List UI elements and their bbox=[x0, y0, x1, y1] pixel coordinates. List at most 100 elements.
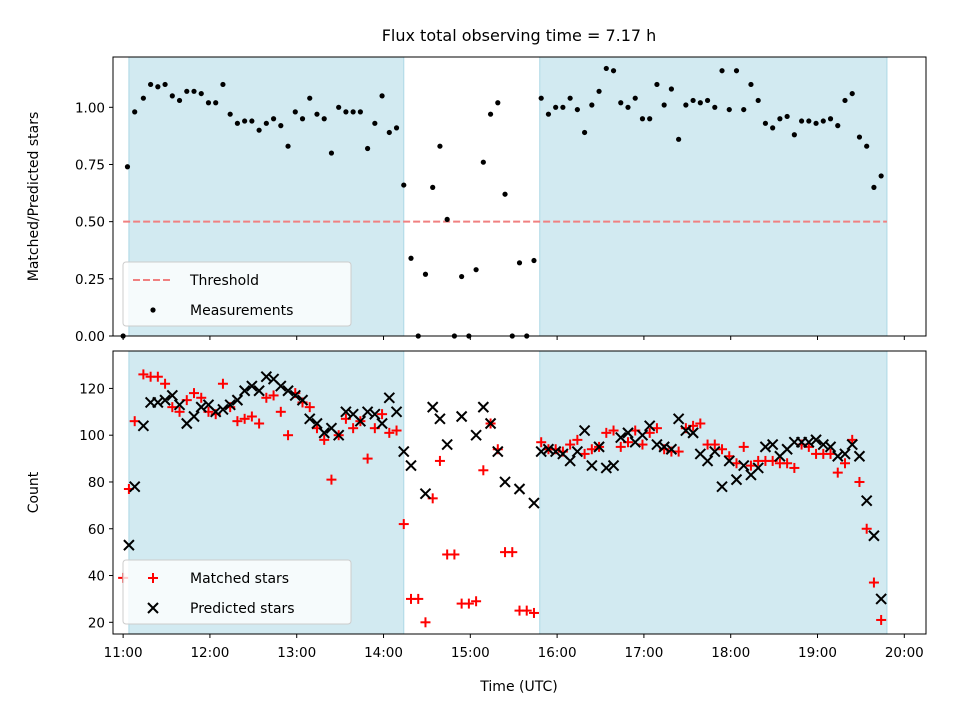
predicted-star-point bbox=[492, 445, 504, 458]
measurement-point bbox=[589, 102, 595, 108]
measurement-point bbox=[328, 150, 335, 156]
matched-star-point bbox=[717, 444, 728, 455]
predicted-star-point bbox=[304, 413, 316, 425]
x-tick-label: 16:00 bbox=[538, 645, 577, 661]
measurement-point bbox=[278, 123, 284, 129]
predicted-star-point bbox=[730, 473, 743, 486]
plot-frame bbox=[112, 350, 927, 635]
measurement-point bbox=[704, 97, 711, 104]
predicted-star-point bbox=[455, 410, 468, 423]
measurement-point bbox=[401, 182, 407, 188]
matched-star-point bbox=[745, 460, 756, 471]
matched-star-point bbox=[463, 598, 474, 609]
measurement-point bbox=[473, 267, 479, 273]
predicted-star-point bbox=[868, 530, 880, 542]
predicted-star-point bbox=[860, 494, 873, 507]
predicted-star-point bbox=[528, 497, 540, 509]
predicted-star-point bbox=[549, 445, 562, 458]
predicted-star-point bbox=[578, 424, 591, 437]
predicted-star-point bbox=[289, 389, 301, 402]
x-tick-label: 14:00 bbox=[364, 645, 403, 661]
matched-star-point bbox=[148, 573, 158, 583]
measurement-point bbox=[654, 81, 660, 88]
measurement-point bbox=[422, 271, 429, 277]
predicted-star-point bbox=[419, 487, 432, 500]
predicted-star-point bbox=[643, 420, 656, 432]
predicted-star-point bbox=[434, 413, 446, 425]
measurement-point bbox=[459, 273, 465, 280]
measurement-point bbox=[647, 116, 653, 122]
predicted-star-point bbox=[846, 438, 858, 451]
measurement-point bbox=[220, 81, 226, 88]
predicted-star-point bbox=[586, 459, 598, 472]
matched-star-point bbox=[651, 423, 662, 434]
measurement-point bbox=[748, 81, 754, 88]
predicted-star-point bbox=[853, 450, 866, 462]
measurement-point bbox=[132, 109, 138, 115]
legend-label: Predicted stars bbox=[190, 601, 295, 617]
measurement-point bbox=[813, 120, 819, 126]
y-tick-label: 1.00 bbox=[75, 100, 105, 116]
measurement-point bbox=[148, 81, 154, 88]
measurement-point bbox=[610, 68, 617, 74]
matched-star-point bbox=[239, 413, 250, 424]
predicted-star-point bbox=[593, 441, 605, 453]
measurement-point bbox=[596, 88, 602, 94]
y-tick-label: 0.75 bbox=[75, 157, 105, 173]
matched-star-point bbox=[832, 467, 843, 478]
x-tick-label: 19:00 bbox=[798, 645, 837, 661]
measurement-point bbox=[234, 120, 241, 126]
matched-star-point bbox=[189, 388, 200, 399]
matched-star-point bbox=[449, 549, 460, 560]
predicted-star-point bbox=[477, 401, 490, 413]
predicted-star-point bbox=[535, 445, 547, 458]
predicted-star-point bbox=[231, 394, 244, 406]
predicted-star-point bbox=[564, 455, 576, 467]
measurement-point bbox=[574, 106, 580, 113]
chart-title: Flux total observing time = 7.17 h bbox=[382, 26, 657, 45]
measurement-point bbox=[777, 116, 783, 122]
predicted-star-point bbox=[152, 396, 164, 409]
measurement-point bbox=[712, 104, 718, 110]
matched-star-point bbox=[152, 371, 163, 382]
measurement-point bbox=[386, 129, 392, 136]
matched-star-point bbox=[876, 614, 887, 625]
measurement-point bbox=[205, 100, 212, 106]
measurement-point bbox=[531, 257, 537, 264]
measurement-point bbox=[690, 97, 696, 104]
measurement-point bbox=[357, 109, 363, 115]
matched-star-point bbox=[565, 439, 576, 450]
y-tick-label: 20 bbox=[88, 615, 105, 631]
x-tick-label: 17:00 bbox=[624, 645, 663, 661]
predicted-star-point bbox=[253, 385, 265, 397]
matched-star-point bbox=[160, 378, 171, 389]
plot-frame bbox=[112, 56, 927, 337]
measurement-point bbox=[581, 129, 588, 136]
predicted-star-point bbox=[716, 480, 728, 493]
y-tick-label: 80 bbox=[88, 475, 105, 491]
measurement-point bbox=[697, 100, 703, 106]
matched-star-point bbox=[854, 476, 865, 487]
matched-star-point bbox=[217, 378, 228, 389]
predicted-star-point bbox=[875, 593, 887, 605]
matched-star-point bbox=[644, 427, 655, 438]
y-tick-label: 120 bbox=[79, 381, 105, 397]
matched-star-point bbox=[413, 593, 424, 604]
legend-measurement-swatch bbox=[150, 307, 156, 313]
predicted-star-point bbox=[817, 438, 829, 451]
measurement-point bbox=[741, 106, 747, 113]
measurement-point bbox=[871, 184, 877, 190]
predicted-star-point bbox=[128, 480, 141, 493]
matched-star-point bbox=[521, 605, 532, 616]
measurement-point bbox=[393, 125, 400, 131]
predicted-star-point bbox=[832, 450, 844, 462]
measurement-point bbox=[632, 95, 638, 101]
measurement-point bbox=[372, 120, 378, 126]
measurement-point bbox=[213, 100, 219, 106]
y-tick-label: 40 bbox=[88, 569, 105, 585]
matched-star-point bbox=[789, 462, 800, 473]
predicted-star-point bbox=[159, 394, 171, 406]
matched-star-point bbox=[601, 427, 612, 438]
legend: Matched stars Predicted stars bbox=[122, 559, 352, 625]
predicted-star-point bbox=[282, 385, 294, 397]
